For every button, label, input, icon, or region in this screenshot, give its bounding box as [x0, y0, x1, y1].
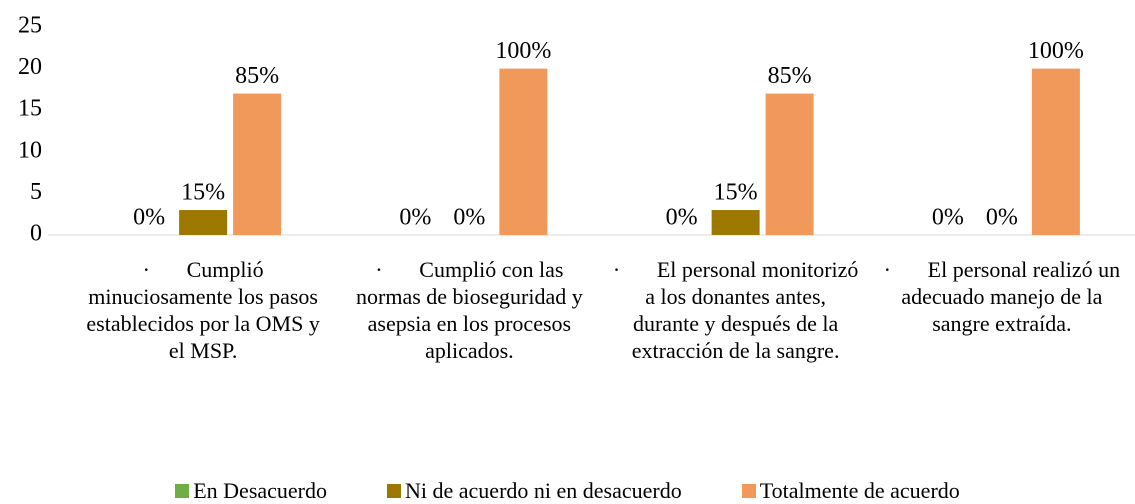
y-tick-label: 20 [18, 54, 42, 80]
bar [179, 210, 228, 235]
x-tick-label: · Cumplió minuciosamente los pasos estab… [86, 257, 326, 363]
y-tick-label: 0 [30, 221, 42, 247]
y-tick-label: 5 [30, 179, 42, 205]
legend-swatch [741, 484, 756, 498]
y-tick-label: 25 [18, 13, 42, 39]
data-label: 0% [666, 205, 698, 231]
legend-label: Ni de acuerdo ni en desacuerdo [405, 478, 682, 503]
data-label: 0% [399, 205, 431, 231]
data-label: 0% [932, 205, 964, 231]
legend-item: Ni de acuerdo ni en desacuerdo [387, 478, 682, 504]
x-tick-label: · Cumplió con las normas de bioseguridad… [356, 257, 589, 363]
data-label: 15% [181, 180, 225, 206]
legend: En Desacuerdo Ni de acuerdo ni en desacue… [0, 478, 1135, 504]
y-tick-label: 15 [18, 96, 42, 122]
y-tick-label: 10 [18, 137, 42, 163]
data-label: 100% [495, 38, 551, 64]
x-tick-label: · El personal realizó un adecuado manejo… [883, 257, 1126, 336]
legend-label: Totalmente de acuerdo [759, 478, 960, 503]
legend-swatch [387, 484, 402, 498]
x-tick-label: · El personal monitorizó a los donantes … [612, 257, 864, 363]
bar [499, 68, 548, 235]
legend-swatch [175, 484, 190, 498]
data-label: 0% [453, 205, 485, 231]
bar [233, 93, 282, 235]
data-label: 0% [986, 205, 1018, 231]
legend-item: Totalmente de acuerdo [741, 478, 960, 504]
data-label: 100% [1028, 38, 1084, 64]
legend-item: En Desacuerdo [175, 478, 327, 504]
bar [1031, 68, 1080, 235]
data-label: 85% [235, 63, 279, 89]
bar [765, 93, 814, 235]
data-label: 15% [714, 180, 758, 206]
data-label: 85% [768, 63, 812, 89]
data-label: 0% [133, 205, 165, 231]
bar [711, 210, 760, 235]
legend-label: En Desacuerdo [193, 478, 328, 503]
